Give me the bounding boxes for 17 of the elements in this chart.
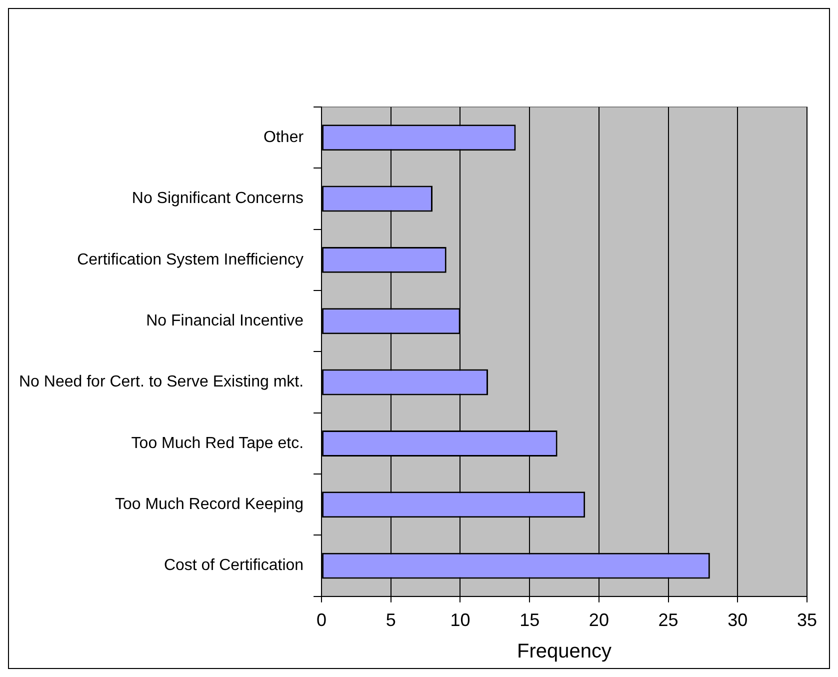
y-tick-label: Too Much Red Tape etc.: [131, 434, 304, 452]
y-tick-label: Cost of Certification: [164, 557, 304, 574]
x-tick-label: 10: [450, 610, 470, 630]
x-tick-label: 20: [588, 610, 609, 630]
x-tick-label: 15: [520, 610, 540, 630]
x-tick-label: 30: [728, 610, 748, 630]
y-tick-label: Other: [264, 128, 304, 146]
x-tick-label: 35: [796, 610, 818, 630]
y-tick-label: No Need for Cert. to Serve Existing mkt.: [19, 374, 304, 391]
x-tick-label: 25: [658, 610, 678, 630]
x-tick-label: 0: [316, 610, 327, 630]
y-tick-label: Certification System Inefficiency: [77, 251, 304, 268]
y-tick-label: No Significant Concerns: [132, 190, 304, 208]
x-axis-title: Frequency: [517, 640, 612, 663]
y-tick-label: No Financial Incentive: [146, 312, 304, 330]
y-tick-label: Too Much Record Keeping: [114, 496, 304, 514]
x-tick-label: 5: [386, 610, 396, 630]
